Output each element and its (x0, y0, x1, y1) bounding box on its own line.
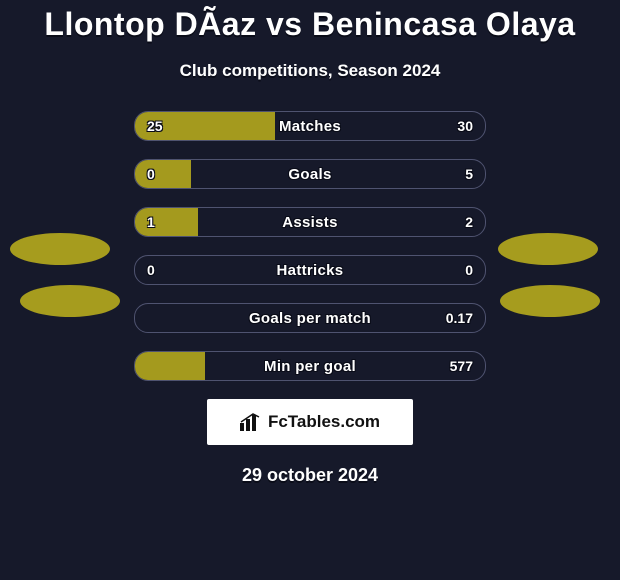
stat-label: Min per goal (135, 352, 485, 380)
stat-row: Min per goal 577 (134, 351, 486, 381)
stat-row: 0 Goals 5 (134, 159, 486, 189)
stat-row: Goals per match 0.17 (134, 303, 486, 333)
source-logo: FcTables.com (207, 399, 413, 445)
stat-label: Hattricks (135, 256, 485, 284)
date-text: 29 october 2024 (0, 465, 620, 486)
stat-label: Assists (135, 208, 485, 236)
stat-row: 25 Matches 30 (134, 111, 486, 141)
stat-value-right: 0 (465, 256, 473, 284)
stat-value-right: 5 (465, 160, 473, 188)
chart-icon (240, 413, 262, 431)
team-marker-left-1 (10, 233, 110, 265)
team-marker-left-2 (20, 285, 120, 317)
team-marker-right-2 (500, 285, 600, 317)
stat-label: Matches (135, 112, 485, 140)
comparison-card: Llontop DÃ­az vs Benincasa Olaya Club co… (0, 0, 620, 580)
stat-row: 0 Hattricks 0 (134, 255, 486, 285)
stat-value-right: 577 (450, 352, 473, 380)
stat-value-right: 0.17 (446, 304, 473, 332)
source-logo-text: FcTables.com (268, 412, 380, 432)
stat-label: Goals (135, 160, 485, 188)
stat-row: 1 Assists 2 (134, 207, 486, 237)
team-marker-right-1 (498, 233, 598, 265)
page-subtitle: Club competitions, Season 2024 (0, 61, 620, 81)
stat-label: Goals per match (135, 304, 485, 332)
stats-area: 25 Matches 30 0 Goals 5 1 Assists 2 0 Ha… (0, 111, 620, 381)
stat-value-right: 2 (465, 208, 473, 236)
page-title: Llontop DÃ­az vs Benincasa Olaya (0, 0, 620, 43)
stat-value-right: 30 (457, 112, 473, 140)
